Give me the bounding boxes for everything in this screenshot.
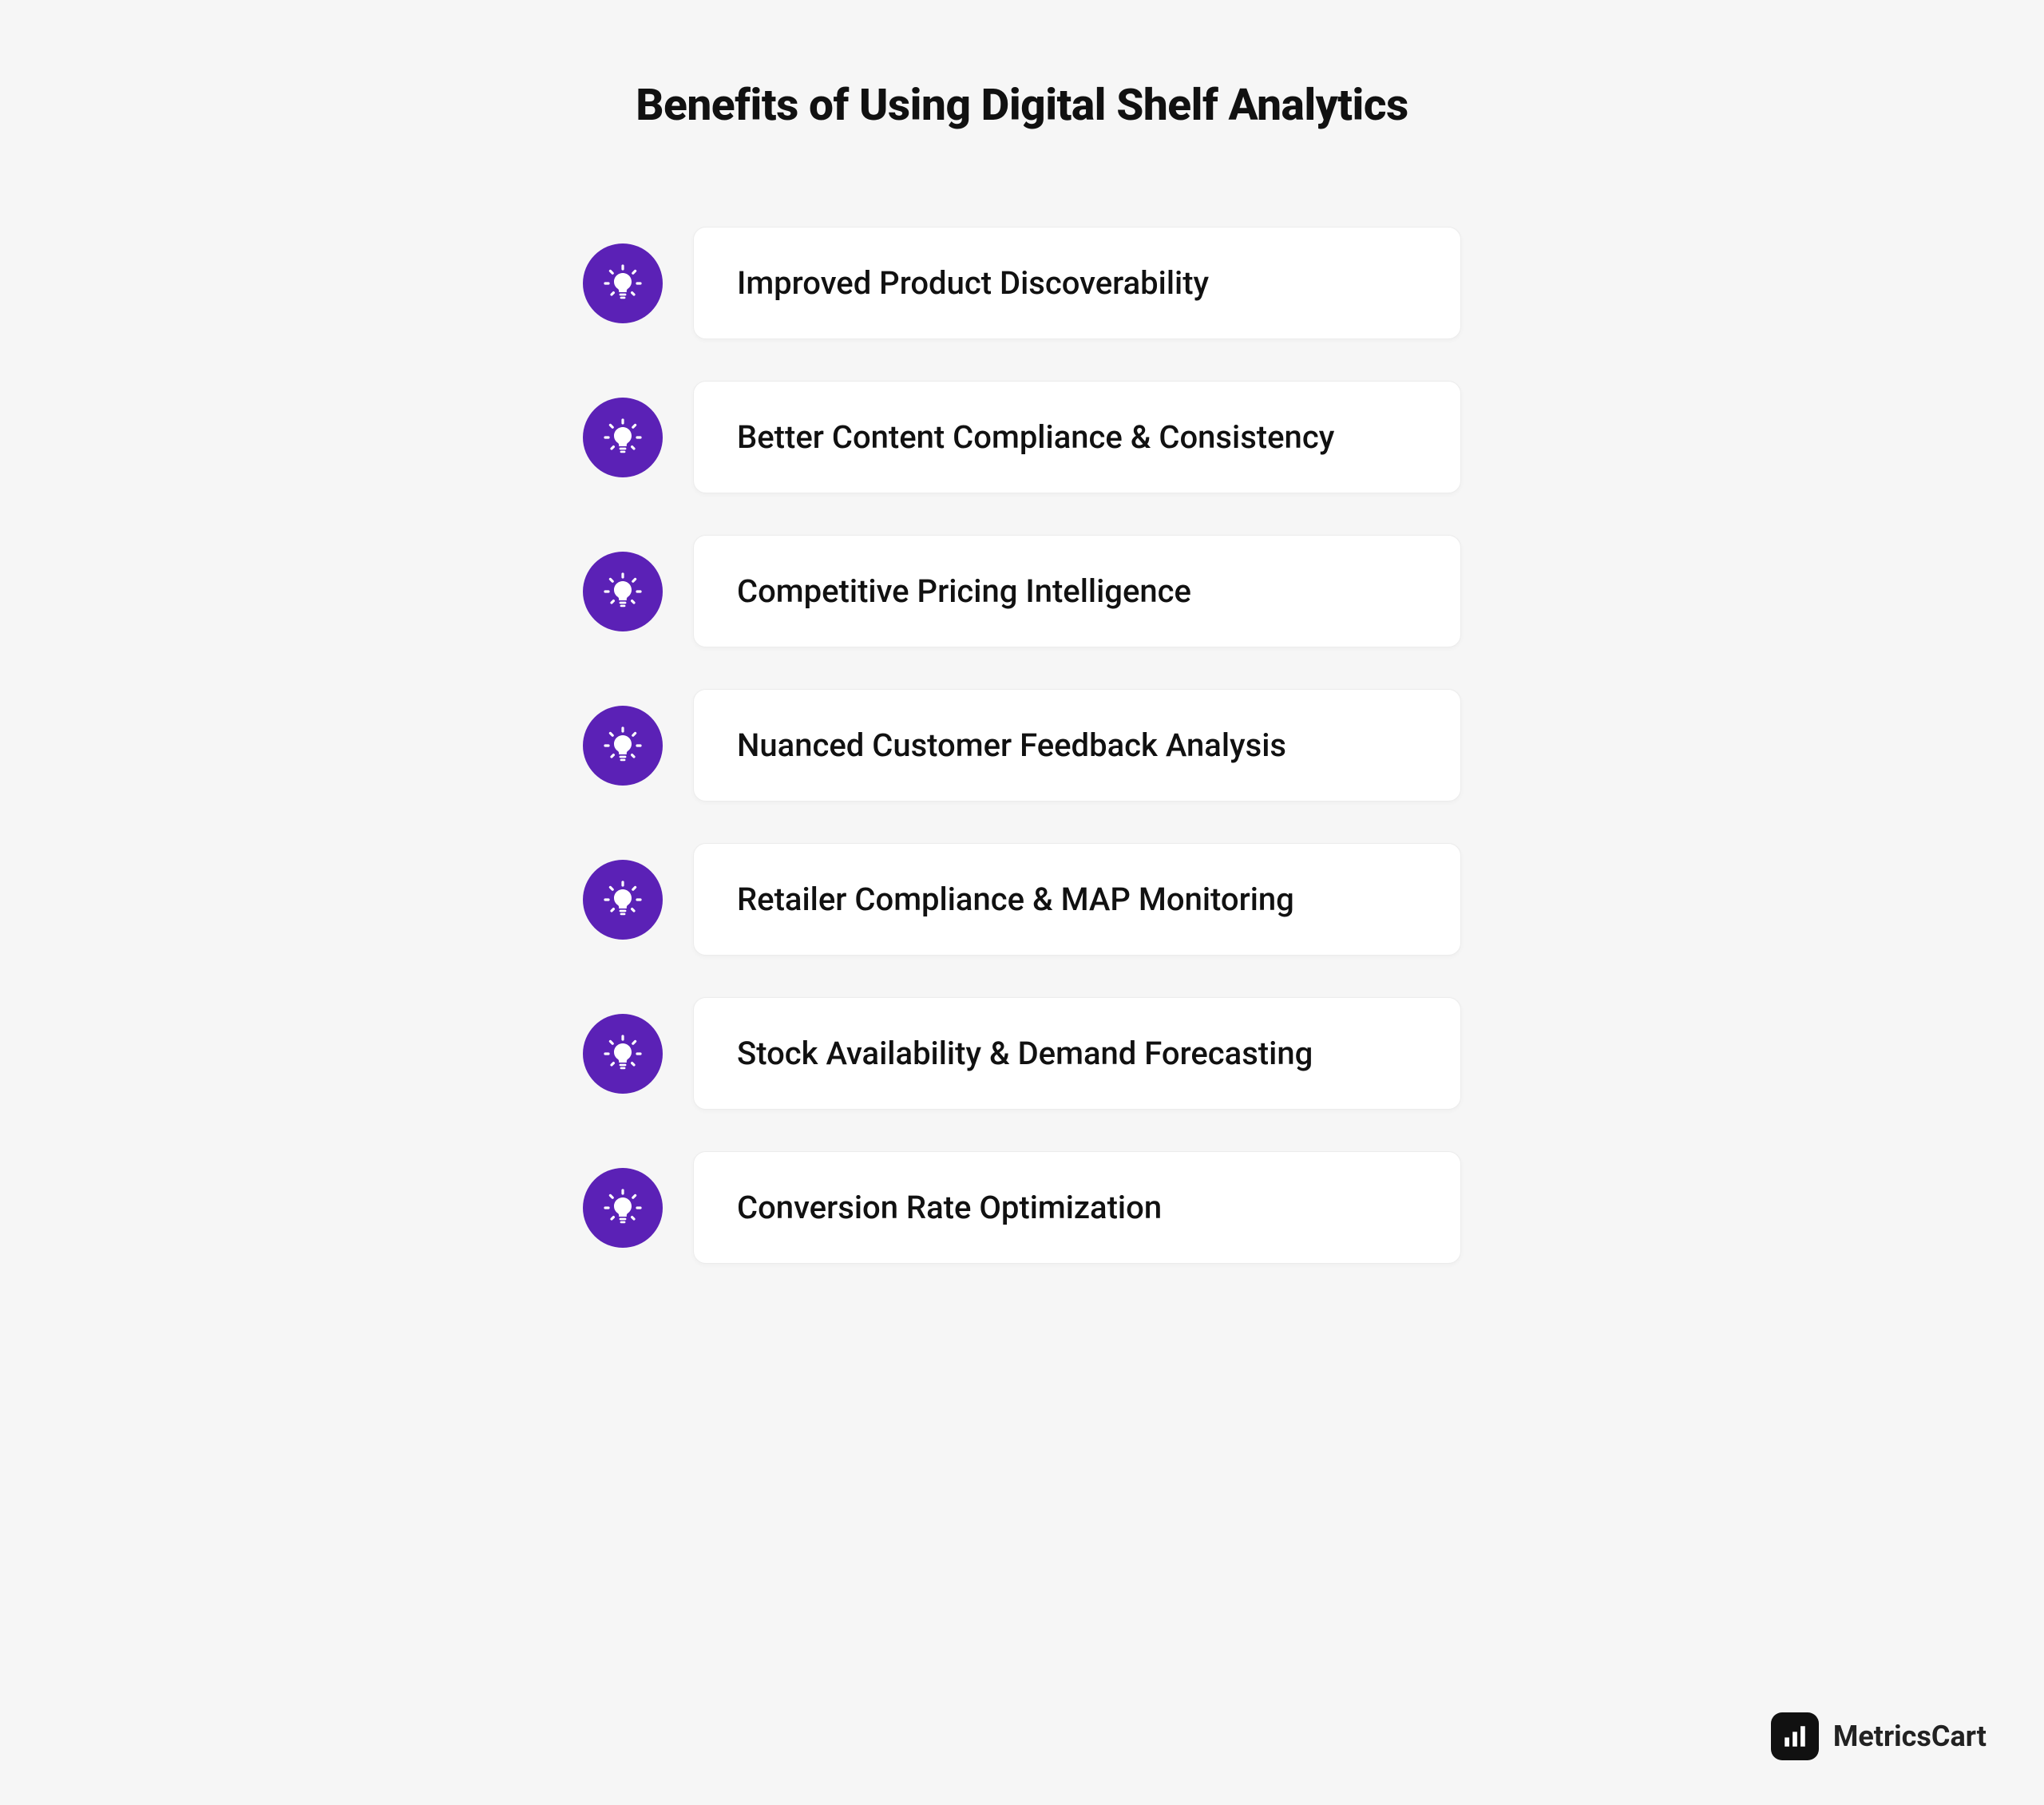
list-item: Retailer Compliance & MAP Monitoring — [583, 843, 1461, 956]
lightbulb-icon — [583, 398, 663, 477]
lightbulb-icon — [583, 1014, 663, 1094]
list-item: Better Content Compliance & Consistency — [583, 381, 1461, 493]
brand-name: MetricsCart — [1833, 1720, 1987, 1753]
benefit-card: Retailer Compliance & MAP Monitoring — [693, 843, 1461, 956]
bar-chart-icon — [1771, 1712, 1819, 1760]
lightbulb-icon — [583, 552, 663, 631]
list-item: Stock Availability & Demand Forecasting — [583, 997, 1461, 1110]
benefit-card: Nuanced Customer Feedback Analysis — [693, 689, 1461, 802]
list-item: Nuanced Customer Feedback Analysis — [583, 689, 1461, 802]
list-item: Improved Product Discoverability — [583, 227, 1461, 339]
brand: MetricsCart — [1771, 1712, 1987, 1760]
list-item: Competitive Pricing Intelligence — [583, 535, 1461, 647]
lightbulb-icon — [583, 1168, 663, 1248]
benefits-list: Improved Product Discoverability Better … — [583, 227, 1461, 1264]
lightbulb-icon — [583, 860, 663, 940]
lightbulb-icon — [583, 243, 663, 323]
benefit-card: Stock Availability & Demand Forecasting — [693, 997, 1461, 1110]
benefit-card: Conversion Rate Optimization — [693, 1151, 1461, 1264]
benefit-card: Competitive Pricing Intelligence — [693, 535, 1461, 647]
benefit-card: Improved Product Discoverability — [693, 227, 1461, 339]
list-item: Conversion Rate Optimization — [583, 1151, 1461, 1264]
page-title: Benefits of Using Digital Shelf Analytic… — [0, 80, 2044, 131]
benefit-card: Better Content Compliance & Consistency — [693, 381, 1461, 493]
lightbulb-icon — [583, 706, 663, 786]
